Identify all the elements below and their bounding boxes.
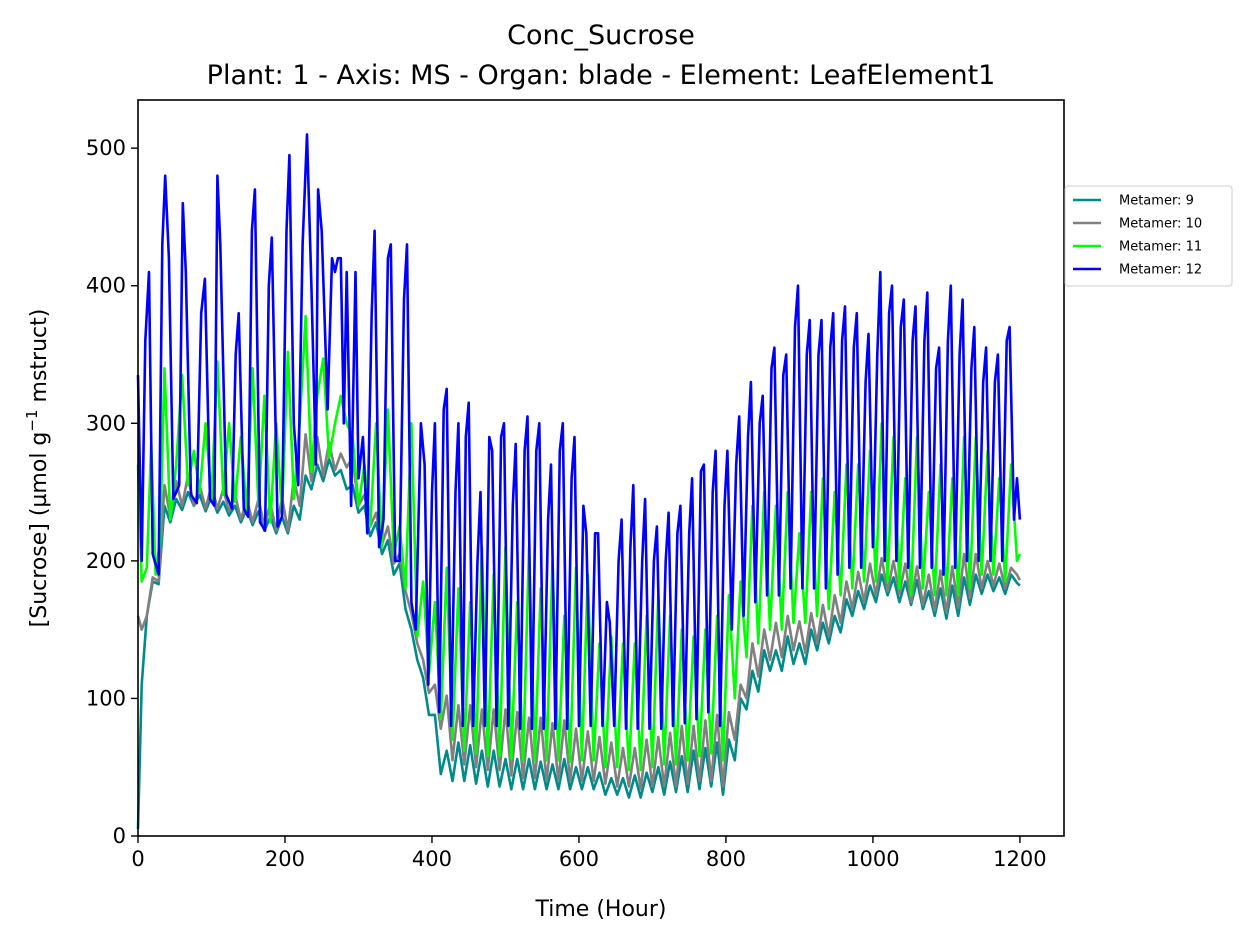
y-axis-label-main: [Sucrose] (µmol g [27, 432, 52, 628]
legend: Metamer: 9 Metamer: 10 Metamer: 11 Metamer:… [1064, 185, 1233, 287]
y-axis-label-unit: mstruct) [27, 309, 52, 410]
x-axis: 0 200 400 600 800 1000 1200 [131, 836, 1047, 871]
y-tick-label-2: 200 [86, 549, 126, 573]
y-axis: 0 100 200 300 400 500 [86, 136, 138, 848]
x-tick-label-5: 1000 [846, 847, 899, 871]
legend-label-2: Metamer: 10 [1119, 217, 1202, 232]
x-tick-label-0: 0 [131, 847, 144, 871]
series-line-1 [136, 457, 1021, 830]
y-axis-label-exponent: −1 [23, 409, 41, 431]
chart-title: Conc_Sucrose [507, 20, 695, 51]
legend-label-1: Metamer: 9 [1119, 194, 1194, 209]
x-axis-label: Time (Hour) [535, 897, 667, 922]
x-tick-label-6: 1200 [993, 847, 1046, 871]
chart-subtitle: Plant: 1 - Axis: MS - Organ: blade - Ele… [207, 60, 996, 91]
series-line-4 [136, 133, 1022, 730]
series-group [136, 133, 1022, 830]
y-tick-label-4: 400 [86, 274, 126, 298]
plot-area-frame [137, 99, 1065, 837]
legend-frame [1064, 185, 1233, 287]
x-tick-label-4: 800 [706, 847, 746, 871]
x-tick-label-3: 600 [559, 847, 599, 871]
legend-label-4: Metamer: 12 [1119, 263, 1202, 278]
y-tick-label-5: 500 [86, 136, 126, 160]
y-tick-label-3: 300 [86, 411, 126, 435]
x-tick-label-2: 400 [412, 847, 452, 871]
legend-label-3: Metamer: 11 [1119, 240, 1202, 255]
y-tick-label-1: 100 [86, 686, 126, 710]
y-tick-label-0: 0 [113, 824, 126, 848]
y-axis-label: [Sucrose] (µmol g−1 mstruct) [23, 309, 52, 628]
x-tick-label-1: 200 [265, 847, 305, 871]
